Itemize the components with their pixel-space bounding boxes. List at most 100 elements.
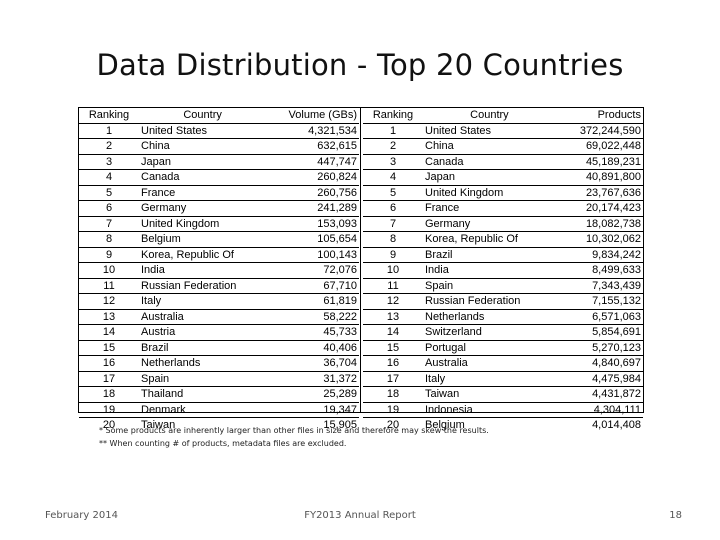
products-table: Ranking Country Products 1 United States 3… [363, 108, 643, 433]
country-cell: France [139, 185, 267, 201]
table-row: 19 Denmark 19,347 [79, 402, 359, 418]
page-number: 18 [669, 510, 682, 521]
value-cell: 15,905 [323, 419, 357, 432]
rank-cell: 4 [79, 169, 139, 186]
value-cell: 5,854,691 [555, 324, 643, 341]
value-cell: 7,343,439 [555, 278, 643, 294]
table-row: 11 Russian Federation 67,710 [79, 278, 359, 294]
value-cell: 45,189,231 [555, 154, 643, 170]
rank-cell: 15 [79, 340, 139, 356]
value-cell: 40,891,800 [555, 169, 643, 186]
table-row: 16 Australia 4,840,697 [363, 355, 643, 372]
rank-cell: 14 [79, 324, 139, 341]
value-cell: 105,654 [266, 231, 359, 248]
table-row: 3 Canada 45,189,231 [363, 154, 643, 170]
country-cell: Netherlands [423, 309, 556, 325]
value-cell: 61,819 [266, 293, 359, 310]
value-cell: 23,767,636 [555, 185, 643, 201]
value-cell: 4,840,697 [555, 355, 643, 372]
country-cell: India [139, 262, 267, 279]
country-cell: Taiwan [141, 419, 176, 432]
country-cell: Italy [139, 293, 267, 310]
country-cell: Germany [423, 216, 556, 232]
column-header-products: Products [555, 108, 643, 124]
rank-cell: 3 [79, 154, 139, 170]
rank-cell: 8 [363, 231, 423, 248]
table-row: 17 Italy 4,475,984 [363, 371, 643, 387]
rank-cell: 20 [386, 419, 400, 432]
country-cell: Italy [423, 371, 556, 387]
table-row: 9 Korea, Republic Of 100,143 [79, 247, 359, 263]
table-row: 7 Germany 18,082,738 [363, 216, 643, 232]
value-cell: 632,615 [266, 138, 359, 155]
rank-cell: 9 [363, 247, 423, 263]
country-cell: France [423, 200, 556, 217]
rank-cell: 9 [79, 247, 139, 263]
country-cell: Belgium [139, 231, 267, 248]
country-cell: Japan [139, 154, 267, 170]
rank-cell: 1 [363, 123, 423, 139]
column-header-country: Country [139, 108, 267, 124]
rank-cell: 19 [79, 402, 139, 418]
rank-cell: 11 [363, 278, 423, 294]
table-row: 10 India 72,076 [79, 262, 359, 279]
table-row: 4 Japan 40,891,800 [363, 169, 643, 186]
country-cell: Spain [139, 371, 267, 387]
rank-cell: 7 [363, 216, 423, 232]
table-row: 6 Germany 241,289 [79, 200, 359, 217]
country-cell: Australia [423, 355, 556, 372]
rank-cell: 18 [363, 386, 423, 403]
table-row: 8 Korea, Republic Of 10,302,062 [363, 231, 643, 248]
value-cell: 40,406 [266, 340, 359, 356]
table-row: 10 India 8,499,633 [363, 262, 643, 279]
value-cell: 10,302,062 [555, 231, 643, 248]
country-cell: United States [139, 123, 267, 139]
table-row: 8 Belgium 105,654 [79, 231, 359, 248]
country-cell: Switzerland [423, 324, 556, 341]
table-row: 12 Italy 61,819 [79, 293, 359, 310]
value-cell: 31,372 [266, 371, 359, 387]
rank-cell: 17 [79, 371, 139, 387]
table-row: 6 France 20,174,423 [363, 200, 643, 217]
table-divider [360, 108, 361, 412]
rank-cell: 6 [79, 200, 139, 217]
rank-cell: 6 [363, 200, 423, 217]
value-cell: 4,304,111 [555, 402, 643, 418]
country-cell: Thailand [139, 386, 267, 403]
value-cell: 19,347 [266, 402, 359, 418]
country-cell: United Kingdom [139, 216, 267, 232]
table-row: 5 United Kingdom 23,767,636 [363, 185, 643, 201]
rank-cell: 13 [363, 309, 423, 325]
volume-table: Ranking Country Volume (GBs) 1 United Sta… [79, 108, 359, 433]
value-cell: 18,082,738 [555, 216, 643, 232]
slide-title: Data Distribution - Top 20 Countries [96, 48, 624, 82]
table-row: 15 Portugal 5,270,123 [363, 340, 643, 356]
table-row: 12 Russian Federation 7,155,132 [363, 293, 643, 310]
table-row: 20 Taiwan 15,905 [79, 418, 359, 433]
country-cell: Australia [139, 309, 267, 325]
country-cell: Russian Federation [139, 278, 267, 294]
country-cell: United Kingdom [423, 185, 556, 201]
column-header-ranking: Ranking [363, 108, 423, 124]
value-cell: 241,289 [266, 200, 359, 217]
table-row: 9 Brazil 9,834,242 [363, 247, 643, 263]
table-row: 1 United States 372,244,590 [363, 123, 643, 139]
value-cell: 5,270,123 [555, 340, 643, 356]
country-cell: Germany [139, 200, 267, 217]
value-cell: 4,431,872 [555, 386, 643, 403]
rank-cell: 17 [363, 371, 423, 387]
country-cell: Russian Federation [423, 293, 556, 310]
value-cell: 260,824 [266, 169, 359, 186]
table-row: 13 Netherlands 6,571,063 [363, 309, 643, 325]
footnote: ** When counting # of products, metadata… [99, 439, 347, 448]
value-cell: 8,499,633 [555, 262, 643, 279]
value-cell: 36,704 [266, 355, 359, 372]
rank-cell: 2 [79, 138, 139, 155]
country-cell: China [139, 138, 267, 155]
value-cell: 45,733 [266, 324, 359, 341]
value-cell: 67,710 [266, 278, 359, 294]
column-header-country: Country [423, 108, 556, 124]
value-cell: 6,571,063 [555, 309, 643, 325]
table-row: 15 Brazil 40,406 [79, 340, 359, 356]
table-header-row: Ranking Country Products [363, 108, 643, 124]
